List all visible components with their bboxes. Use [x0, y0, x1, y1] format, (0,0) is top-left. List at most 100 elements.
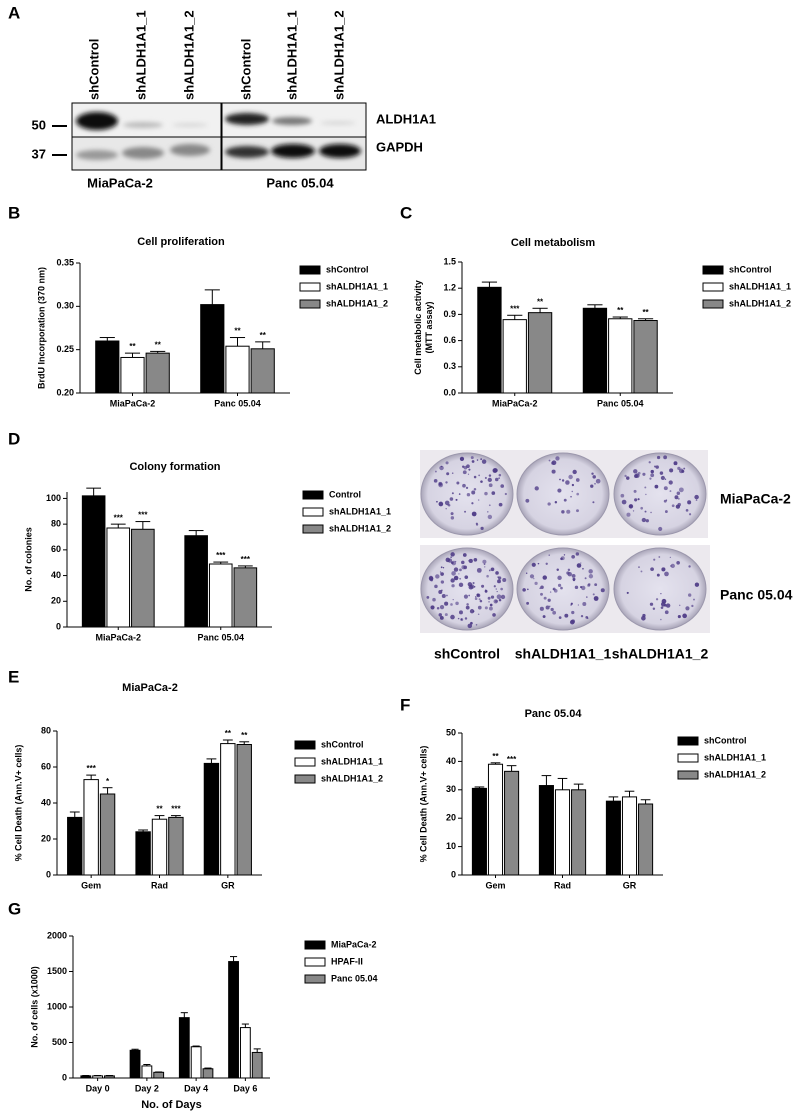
colony-dot [677, 502, 681, 507]
y-tick-label: 0.9 [443, 309, 456, 319]
colony-dot [466, 603, 469, 606]
colony-dot [525, 498, 530, 503]
y-tick-label: 500 [52, 1037, 67, 1047]
colony-dot [471, 460, 475, 463]
colony-dot [571, 490, 573, 493]
legend-label: shControl [321, 739, 364, 749]
colony-dot [559, 478, 561, 481]
colony-dot [449, 497, 454, 501]
x-tick-label: Panc 05.04 [597, 398, 644, 408]
colony-dot [533, 578, 535, 580]
bar [83, 779, 99, 876]
colony-dot [550, 607, 554, 612]
y-tick-label: 10 [446, 841, 456, 851]
colony-dot [566, 509, 571, 514]
significance: *** [138, 511, 148, 520]
legend-swatch [702, 299, 724, 309]
significance: ** [642, 308, 649, 317]
colony-dot [664, 510, 668, 513]
colony-dot [691, 604, 694, 608]
x-tick-label: Day 6 [233, 1083, 257, 1093]
colony-dot [581, 585, 586, 591]
y-tick-label: 50 [446, 727, 456, 737]
significance: *** [510, 304, 520, 313]
legend-label: Panc 05.04 [331, 973, 378, 983]
colony-dot [660, 601, 666, 607]
colony-dot [688, 593, 692, 597]
colony-dot [534, 486, 539, 491]
bar [80, 1075, 92, 1079]
significance: *** [171, 805, 181, 814]
colony-dot [460, 618, 463, 621]
colony-dot [547, 502, 551, 506]
x-tick-label: Rad [554, 880, 571, 890]
colony-dot [468, 594, 471, 597]
legend-label: shControl [704, 735, 747, 745]
colony-dot [473, 557, 478, 562]
significance: ** [234, 327, 241, 336]
colony-dot [644, 510, 647, 513]
colony-dot [473, 585, 476, 588]
y-tick-label: 0.25 [56, 344, 74, 354]
colony-dot [626, 591, 629, 595]
colony-dot [547, 598, 551, 602]
colony-dot [683, 467, 686, 470]
y-tick-label: 0.0 [443, 387, 456, 397]
colony-dot [480, 526, 484, 530]
colony-dot [641, 517, 647, 523]
colony-dot [464, 510, 467, 513]
column-label: shControl [434, 646, 500, 662]
colony-dot [474, 597, 478, 601]
significance: ** [129, 342, 136, 351]
panel-label: A [8, 3, 20, 22]
colony-dot [587, 583, 591, 586]
y-tick-label: 100 [46, 493, 61, 503]
colony-dot [570, 602, 573, 605]
colony-dot [482, 559, 487, 564]
colony-dot [649, 602, 654, 606]
y-axis-label: Cell metabolic activity [413, 280, 423, 375]
colony-dot [576, 563, 582, 568]
panel-label: E [8, 667, 19, 686]
colony-dot [480, 458, 483, 461]
bar [477, 286, 502, 394]
colony-dot [652, 607, 656, 610]
column-label: shALDH1A1_1 [515, 646, 612, 662]
band-label: ALDH1A1 [376, 111, 436, 126]
colony-dot [439, 571, 442, 573]
colony-dot [660, 475, 665, 481]
colony-dot [432, 597, 436, 602]
colony-dot [489, 603, 493, 607]
y-tick-label: 1.2 [443, 283, 456, 293]
colony-dot [572, 469, 577, 475]
colony-dot [458, 573, 460, 575]
colony-dot [669, 490, 672, 493]
colony-dot [685, 508, 689, 512]
plate [420, 547, 514, 631]
colony-dot [574, 585, 579, 590]
colony-dot [526, 601, 530, 605]
colony-dot [498, 502, 503, 507]
colony-dot [634, 474, 638, 479]
colony-dot [488, 601, 490, 603]
bar [487, 763, 504, 876]
colony-dot [496, 594, 502, 600]
significance: ** [241, 731, 248, 740]
x-tick-label: MiaPaCa-2 [95, 632, 141, 642]
bar [190, 1046, 202, 1079]
cell-line: MiaPaCa-2 [87, 175, 153, 190]
plate [613, 452, 707, 536]
lane-label: shALDH1A1_2 [181, 10, 196, 100]
x-tick-label: Day 4 [184, 1083, 208, 1093]
bar [251, 1051, 263, 1079]
colony-dot [673, 461, 678, 466]
legend-label: shControl [729, 264, 772, 274]
colony-dot [653, 558, 656, 561]
colony-dot [463, 594, 469, 599]
colony-dot [554, 501, 558, 504]
colony-dot [645, 519, 649, 523]
colony-dot [491, 491, 496, 495]
bar [202, 1068, 214, 1079]
colony-dot [626, 476, 630, 480]
colony-dot [634, 498, 638, 502]
